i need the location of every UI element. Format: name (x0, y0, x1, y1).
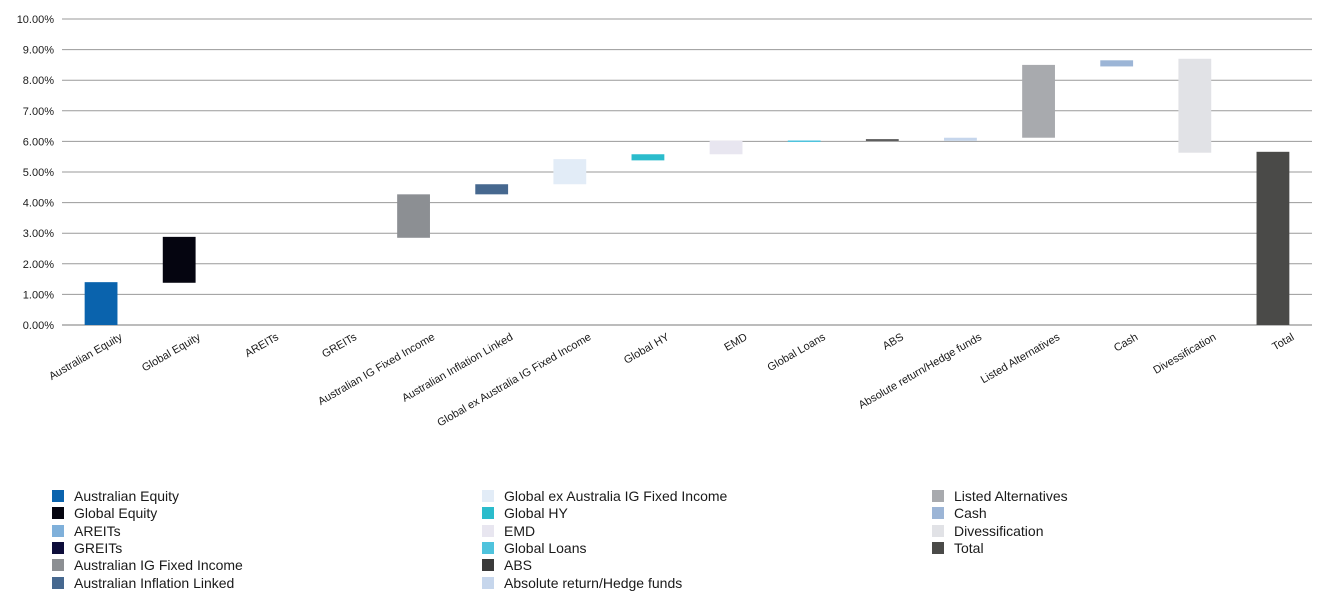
legend-label: Total (954, 539, 984, 556)
legend-swatch (932, 541, 944, 554)
x-category-label: GREITs (320, 331, 359, 361)
x-category-label: Global ex Australia IG Fixed Income (435, 331, 593, 429)
legend-label: Australian Equity (74, 488, 180, 504)
legend-label: EMD (504, 522, 536, 539)
x-category-label: Listed Alternatives (979, 331, 1063, 386)
legend-swatch (482, 524, 494, 537)
legend-swatch (52, 524, 64, 537)
y-tick-label: 6.00% (23, 136, 54, 148)
bar-global-equity (162, 236, 196, 283)
x-category-label: AREITs (243, 331, 281, 360)
legend-swatch (932, 490, 944, 502)
legend-swatch (482, 507, 494, 520)
legend-item: Australian Equity (52, 488, 179, 504)
y-tick-label: 3.00% (23, 228, 54, 240)
y-tick-label: 4.00% (23, 198, 54, 210)
x-category-label: EMD (722, 331, 749, 354)
legend-item: Global Loans (482, 540, 587, 556)
legend-item: Global Equity (52, 505, 157, 521)
legend-item: EMD (482, 523, 535, 539)
legend-label: AREITs (74, 522, 121, 539)
bar-australian-equity (84, 282, 118, 325)
legend-swatch (52, 576, 64, 589)
bar-listed-alternatives (1022, 64, 1055, 138)
legend-label: Global ex Australia IG Fixed Income (504, 488, 728, 504)
legend-item: AREITs (52, 523, 121, 539)
legend-item: Australian IG Fixed Income (52, 557, 243, 573)
bar-global-hy (631, 154, 665, 161)
x-category-label: Australian Equity (47, 331, 125, 383)
bar-emd (709, 140, 743, 155)
y-tick-label: 7.00% (23, 106, 54, 118)
x-category-label: Cash (1112, 331, 1140, 354)
bar-cash (1100, 60, 1134, 67)
legend-item: Total (932, 540, 984, 556)
x-category-label: ABS (881, 331, 906, 352)
y-tick-label: 5.00% (23, 167, 54, 179)
y-tick-label: 1.00% (23, 289, 54, 301)
legend-item: Listed Alternatives (932, 488, 1068, 504)
legend-label: Divessification (954, 522, 1044, 539)
legend-item: Global HY (482, 505, 568, 521)
y-axis-tick-labels: 0.00% 1.00% 2.00% 3.00% 4.00% 5.00% 6.00% 7.00%… (17, 14, 55, 332)
bars (84, 58, 1290, 325)
x-category-label: Total (1270, 331, 1296, 353)
y-tick-label: 10.00% (17, 14, 55, 26)
legend-swatch (52, 559, 64, 572)
legend-item: GREITs (52, 540, 122, 556)
legend-item: ABS (482, 557, 532, 573)
y-tick-label: 2.00% (23, 259, 54, 271)
legend-label: Australian Inflation Linked (74, 574, 235, 591)
legend-swatch (932, 524, 944, 537)
x-axis-category-labels: Australian Equity Global Equity AREITs GREI… (47, 331, 1296, 429)
x-category-label: Global HY (622, 331, 672, 367)
x-category-label: Absolute return/Hedge funds (857, 331, 985, 412)
y-tick-label: 8.00% (23, 75, 54, 87)
legend-swatch (52, 507, 64, 520)
y-tick-label: 9.00% (23, 45, 54, 57)
legend-swatch (482, 576, 494, 589)
legend-swatch (52, 490, 64, 502)
legend-label: Cash (954, 505, 987, 522)
legend-label: Global Equity (74, 505, 158, 522)
bar-global-ex-australia-ig-fixed-income (553, 159, 587, 185)
legend-swatch (932, 507, 944, 520)
bar-abs (865, 139, 899, 141)
bar-divessification (1178, 58, 1212, 153)
legend-swatch (52, 541, 64, 554)
bar-absolute-return-hedge-funds (944, 137, 977, 141)
legend-item: Global ex Australia IG Fixed Income (482, 488, 727, 504)
x-category-label: Divessification (1151, 331, 1218, 377)
legend-item: Divessification (932, 523, 1043, 539)
legend-label: GREITs (74, 539, 123, 556)
legend-label: Australian IG Fixed Income (74, 557, 243, 574)
legend-label: ABS (504, 557, 533, 574)
legend-label: Listed Alternatives (954, 488, 1068, 504)
bar-australian-inflation-linked (475, 184, 509, 195)
gridlines (62, 18, 1312, 326)
bar-total (1256, 151, 1290, 325)
legend-swatch (482, 559, 494, 572)
legend-swatch (482, 541, 494, 554)
legend-item: Absolute return/Hedge funds (482, 575, 682, 591)
x-category-label: Global Loans (766, 331, 829, 374)
waterfall-chart: 0.00% 1.00% 2.00% 3.00% 4.00% 5.00% 6.00% 7.00%… (17, 14, 1312, 429)
bar-global-loans (787, 140, 821, 143)
legend-label: Global HY (504, 505, 568, 522)
legend-label: Absolute return/Hedge funds (504, 574, 683, 591)
legend: Australian Equity Global Equity AREITs GREI… (52, 488, 1312, 603)
bar-australian-ig-fixed-income (397, 194, 430, 238)
legend-label: Global Loans (504, 539, 587, 556)
x-category-label: Global Equity (140, 331, 203, 374)
legend-swatch (482, 490, 494, 502)
legend-item: Cash (932, 505, 987, 521)
y-tick-label: 0.00% (23, 320, 54, 332)
legend-item: Australian Inflation Linked (52, 575, 234, 591)
